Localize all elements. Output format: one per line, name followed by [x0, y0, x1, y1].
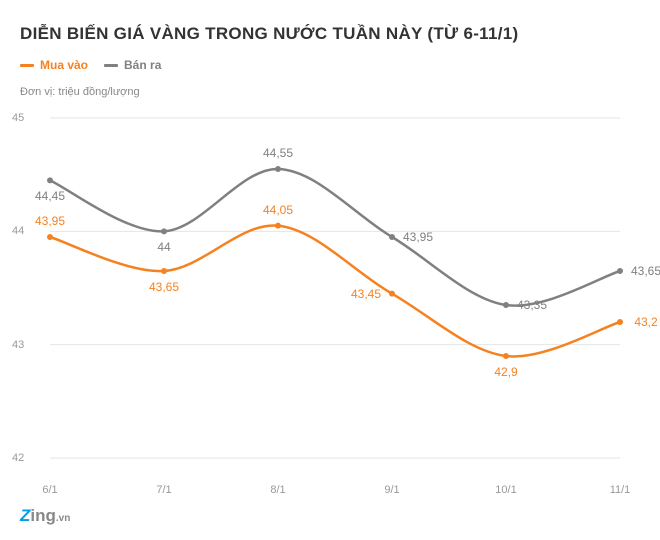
data-label: 43,65 [631, 264, 660, 278]
data-label: 42,9 [494, 365, 517, 379]
data-point [389, 291, 395, 297]
series-line [50, 225, 620, 356]
plot-area: 424344456/17/18/19/110/111/143,9543,6544… [30, 108, 630, 478]
data-point [275, 223, 281, 229]
data-point [275, 166, 281, 172]
data-point [617, 268, 623, 274]
x-tick-label: 6/1 [42, 484, 57, 496]
data-label: 43,95 [403, 230, 433, 244]
data-label: 43,65 [149, 280, 179, 294]
data-point [47, 177, 53, 183]
data-point [161, 268, 167, 274]
legend-item-ban-ra: Bán ra [104, 58, 161, 72]
legend-swatch-2 [104, 64, 118, 67]
legend-swatch-1 [20, 64, 34, 67]
legend-label-1: Mua vào [40, 58, 88, 72]
data-label: 43,2 [634, 315, 657, 329]
series-line [50, 169, 620, 306]
data-point [503, 353, 509, 359]
data-point [503, 302, 509, 308]
data-label: 44,55 [263, 146, 293, 160]
x-tick-label: 8/1 [270, 484, 285, 496]
data-point [389, 234, 395, 240]
logo-part-ing: ing [30, 506, 56, 526]
y-tick-label: 44 [12, 225, 24, 237]
y-tick-label: 45 [12, 112, 24, 124]
data-label: 43,45 [351, 287, 381, 301]
logo-part-vn: .vn [56, 513, 70, 524]
x-tick-label: 11/1 [610, 484, 631, 496]
data-point [47, 234, 53, 240]
data-point [617, 319, 623, 325]
x-tick-label: 9/1 [384, 484, 399, 496]
chart-title: DIỄN BIẾN GIÁ VÀNG TRONG NƯỚC TUẦN NÀY (… [20, 24, 640, 44]
data-point [161, 228, 167, 234]
logo-part-z: Z [20, 506, 30, 526]
legend-label-2: Bán ra [124, 58, 161, 72]
data-label: 44,45 [35, 189, 65, 203]
legend-item-mua-vao: Mua vào [20, 58, 88, 72]
data-label: 43,35 [517, 298, 547, 312]
legend: Mua vào Bán ra [20, 58, 640, 72]
x-tick-label: 10/1 [495, 484, 516, 496]
x-tick-label: 7/1 [156, 484, 171, 496]
y-tick-label: 42 [12, 452, 24, 464]
source-logo: Z ing .vn [20, 506, 70, 526]
data-label: 44,05 [263, 203, 293, 217]
chart-subtitle: Đơn vị: triệu đồng/lượng [20, 86, 640, 98]
data-label: 44 [157, 240, 170, 254]
chart-container: DIỄN BIẾN GIÁ VÀNG TRONG NƯỚC TUẦN NÀY (… [0, 0, 660, 540]
y-tick-label: 43 [12, 339, 24, 351]
data-label: 43,95 [35, 214, 65, 228]
